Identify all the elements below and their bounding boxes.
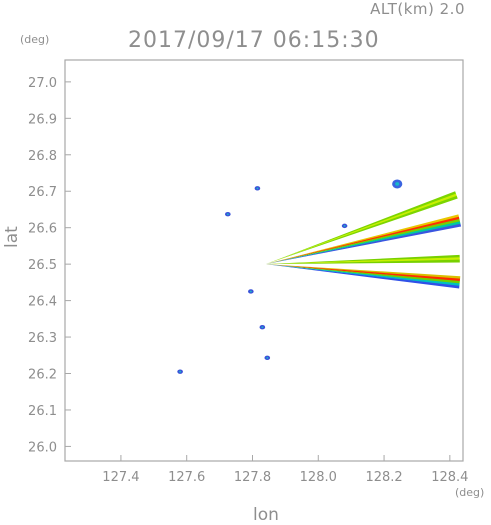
x-axis-label: lon xyxy=(253,505,279,525)
y-tick-label: 26.1 xyxy=(28,404,57,419)
y-axis-ticks: 26.0 26.1 26.2 26.3 26.4 26.5 26.6 26.7 26.8 26.9… xyxy=(28,76,71,455)
echo-spot-core xyxy=(266,356,269,359)
y-tick-label: 26.6 xyxy=(28,222,57,237)
echo-spot-core xyxy=(395,182,400,186)
x-tick-label: 128.2 xyxy=(365,470,402,485)
y-tick-label: 26.0 xyxy=(28,440,57,455)
x-axis-unit: (deg) xyxy=(455,486,485,499)
echo-band-strip xyxy=(265,257,460,265)
plot-frame xyxy=(64,59,464,462)
y-tick-label: 27.0 xyxy=(28,76,57,91)
radial-echo-bands xyxy=(265,191,462,289)
echo-band-strip xyxy=(265,216,460,265)
echo-band-strip xyxy=(265,264,460,289)
echo-band-strip xyxy=(265,214,459,265)
chart-title-datetime: 2017/09/17 06:15:30 xyxy=(128,28,380,53)
echo-spot-core xyxy=(343,224,346,227)
echo-band-strip xyxy=(265,254,460,265)
y-tick-label: 26.5 xyxy=(28,258,57,273)
x-tick-label: 127.6 xyxy=(168,470,205,485)
echo-spot-core xyxy=(261,326,264,329)
echo-band-strip xyxy=(265,195,458,265)
echo-band-strip xyxy=(265,193,457,265)
echo-band-strip xyxy=(265,219,461,265)
echo-spot-core xyxy=(226,213,229,216)
x-tick-label: 127.4 xyxy=(102,470,139,485)
echo-spot-core xyxy=(249,290,252,293)
echo-spot-core xyxy=(256,187,259,190)
y-tick-label: 26.9 xyxy=(28,112,57,127)
y-tick-label: 26.2 xyxy=(28,368,57,383)
x-tick-label: 128.0 xyxy=(300,470,337,485)
y-tick-label: 26.3 xyxy=(28,331,57,346)
x-tick-label: 127.8 xyxy=(234,470,271,485)
echo-band-strip xyxy=(265,259,460,265)
y-axis-unit: (deg) xyxy=(20,33,50,46)
echo-spot-core xyxy=(179,370,182,373)
y-tick-label: 26.4 xyxy=(28,295,57,310)
x-tick-label: 128.4 xyxy=(431,470,468,485)
altitude-label: ALT(km) 2.0 xyxy=(370,0,465,18)
y-tick-label: 26.8 xyxy=(28,149,57,164)
x-axis-ticks: 127.4 127.6 127.8 128.0 128.2 128.4 xyxy=(102,455,468,485)
echo-band-strip xyxy=(265,221,461,265)
echo-band-strip xyxy=(265,191,457,265)
echo-spots xyxy=(177,179,403,374)
echo-band-strip xyxy=(265,223,462,265)
y-tick-label: 26.7 xyxy=(28,185,57,200)
